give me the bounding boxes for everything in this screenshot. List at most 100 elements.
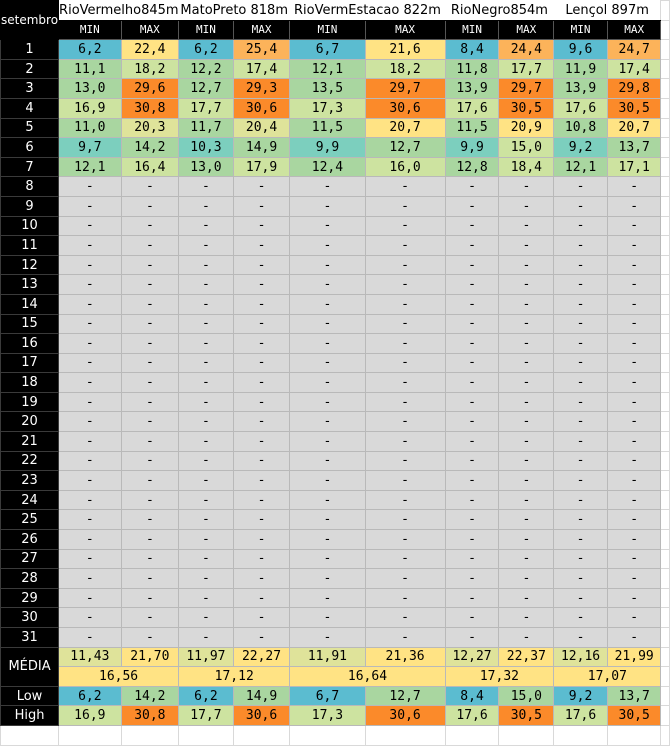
temperature-cell: 11,5 xyxy=(289,117,366,139)
average-cell: 21,99 xyxy=(606,646,662,668)
empty-cell xyxy=(289,724,366,746)
temperature-cell: 13,9 xyxy=(553,78,608,99)
table-row: 2 11,1 18,2 12,2 17,4 12,1 18,2 11,8 17,7 11,9 17,… xyxy=(0,58,670,80)
table-row: 28- - - - - - - - - - xyxy=(0,568,670,589)
day-label: 23 xyxy=(0,470,60,491)
table-row: 30- - - - - - - - - - xyxy=(0,607,670,628)
empty-cell: - xyxy=(289,176,366,197)
spacer-cell xyxy=(660,529,670,550)
day-label: 6 xyxy=(0,137,60,158)
spacer-cell xyxy=(660,411,670,433)
empty-cell: - xyxy=(553,176,608,197)
temperature-cell: 9,9 xyxy=(289,137,366,158)
empty-cell: - xyxy=(444,215,500,237)
empty-cell: - xyxy=(498,195,555,217)
empty-cell: - xyxy=(606,509,662,531)
table-row: 12- - - - - - - - - - xyxy=(0,254,670,276)
empty-cell: - xyxy=(606,293,662,315)
temperature-cell: 24,4 xyxy=(498,39,555,60)
empty-cell: - xyxy=(444,627,500,648)
empty-cell: - xyxy=(498,411,555,433)
temperature-cell: 12,7 xyxy=(178,78,234,99)
spacer-cell xyxy=(660,666,670,687)
temperature-cell: 18,2 xyxy=(120,58,180,80)
temperature-cell: 9,9 xyxy=(444,137,500,158)
empty-cell: - xyxy=(58,195,122,217)
empty-cell: - xyxy=(498,391,555,413)
empty-cell: - xyxy=(178,450,234,472)
spacer-cell xyxy=(660,489,670,511)
empty-cell: - xyxy=(606,215,662,237)
empty-cell: - xyxy=(364,333,446,354)
table-row: 10- - - - - - - - - - xyxy=(0,215,670,237)
empty-cell: - xyxy=(364,431,446,452)
empty-cell: - xyxy=(364,391,446,413)
temperature-cell: 18,2 xyxy=(364,58,446,80)
empty-cell: - xyxy=(606,450,662,472)
temperature-cell: 29,6 xyxy=(120,78,180,99)
empty-cell: - xyxy=(553,627,608,648)
low-value-cell: 6,2 xyxy=(58,685,122,707)
empty-cell: - xyxy=(232,235,291,256)
empty-cell: - xyxy=(364,607,446,628)
empty-cell: - xyxy=(364,411,446,433)
empty-cell: - xyxy=(178,352,234,374)
empty-cell: - xyxy=(289,313,366,335)
temperature-cell: 20,7 xyxy=(364,117,446,139)
empty-cell: - xyxy=(606,470,662,491)
low-value-cell: 8,4 xyxy=(444,685,500,707)
table-row: 29- - - - - - - - - - xyxy=(0,587,670,609)
empty-row xyxy=(0,724,670,746)
empty-cell: - xyxy=(120,274,180,295)
empty-cell: - xyxy=(178,509,234,531)
empty-cell: - xyxy=(553,235,608,256)
empty-cell: - xyxy=(232,333,291,354)
empty-cell: - xyxy=(606,352,662,374)
table-row: 3 13,0 29,6 12,7 29,3 13,5 29,7 13,9 29,7 13,9 29,… xyxy=(0,78,670,99)
empty-cell: - xyxy=(58,587,122,609)
day-label: 19 xyxy=(0,391,60,413)
empty-cell: - xyxy=(498,235,555,256)
table-row: 1 6,2 22,4 6,2 25,4 6,7 21,6 8,4 24,4 9,6 24,7 xyxy=(0,39,670,60)
temperature-cell: 17,4 xyxy=(232,58,291,80)
empty-cell: - xyxy=(58,313,122,335)
temperature-cell: 18,4 xyxy=(498,156,555,178)
temperature-cell: 12,8 xyxy=(444,156,500,178)
empty-cell: - xyxy=(58,509,122,531)
empty-cell: - xyxy=(232,548,291,570)
day-label: 5 xyxy=(0,117,60,139)
temperature-cell: 16,4 xyxy=(120,156,180,178)
empty-cell: - xyxy=(58,470,122,491)
empty-cell: - xyxy=(498,372,555,393)
empty-cell: - xyxy=(232,254,291,276)
empty-cell: - xyxy=(364,587,446,609)
low-value-cell: 14,9 xyxy=(232,685,291,707)
temperature-cell: 11,8 xyxy=(444,58,500,80)
day-label: 4 xyxy=(0,97,60,119)
table-row: 14- - - - - - - - - - xyxy=(0,293,670,315)
min-header: MIN xyxy=(553,19,608,41)
temperature-cell: 13,5 xyxy=(289,78,366,99)
empty-cell: - xyxy=(498,293,555,315)
temperature-cell: 14,9 xyxy=(232,137,291,158)
empty-cell: - xyxy=(444,176,500,197)
overall-average-row: 16,56 17,12 16,64 17,32 17,07 xyxy=(1,666,670,687)
min-header: MIN xyxy=(178,19,234,41)
empty-cell: - xyxy=(120,195,180,217)
temperature-cell: 10,8 xyxy=(553,117,608,139)
empty-cell: - xyxy=(120,529,180,550)
empty-cell: - xyxy=(58,293,122,315)
empty-cell: - xyxy=(606,489,662,511)
empty-cell: - xyxy=(444,352,500,374)
day-label: 8 xyxy=(0,176,60,197)
high-value-cell: 30,8 xyxy=(120,705,180,726)
table-row: 22- - - - - - - - - - xyxy=(0,450,670,472)
temperature-cell: 12,7 xyxy=(364,137,446,158)
empty-cell: - xyxy=(120,235,180,256)
empty-cell: - xyxy=(606,431,662,452)
empty-cell: - xyxy=(444,509,500,531)
temperature-cell: 12,2 xyxy=(178,58,234,80)
empty-cell: - xyxy=(120,627,180,648)
average-cell: 21,70 xyxy=(120,646,180,668)
low-value-cell: 9,2 xyxy=(553,685,608,707)
